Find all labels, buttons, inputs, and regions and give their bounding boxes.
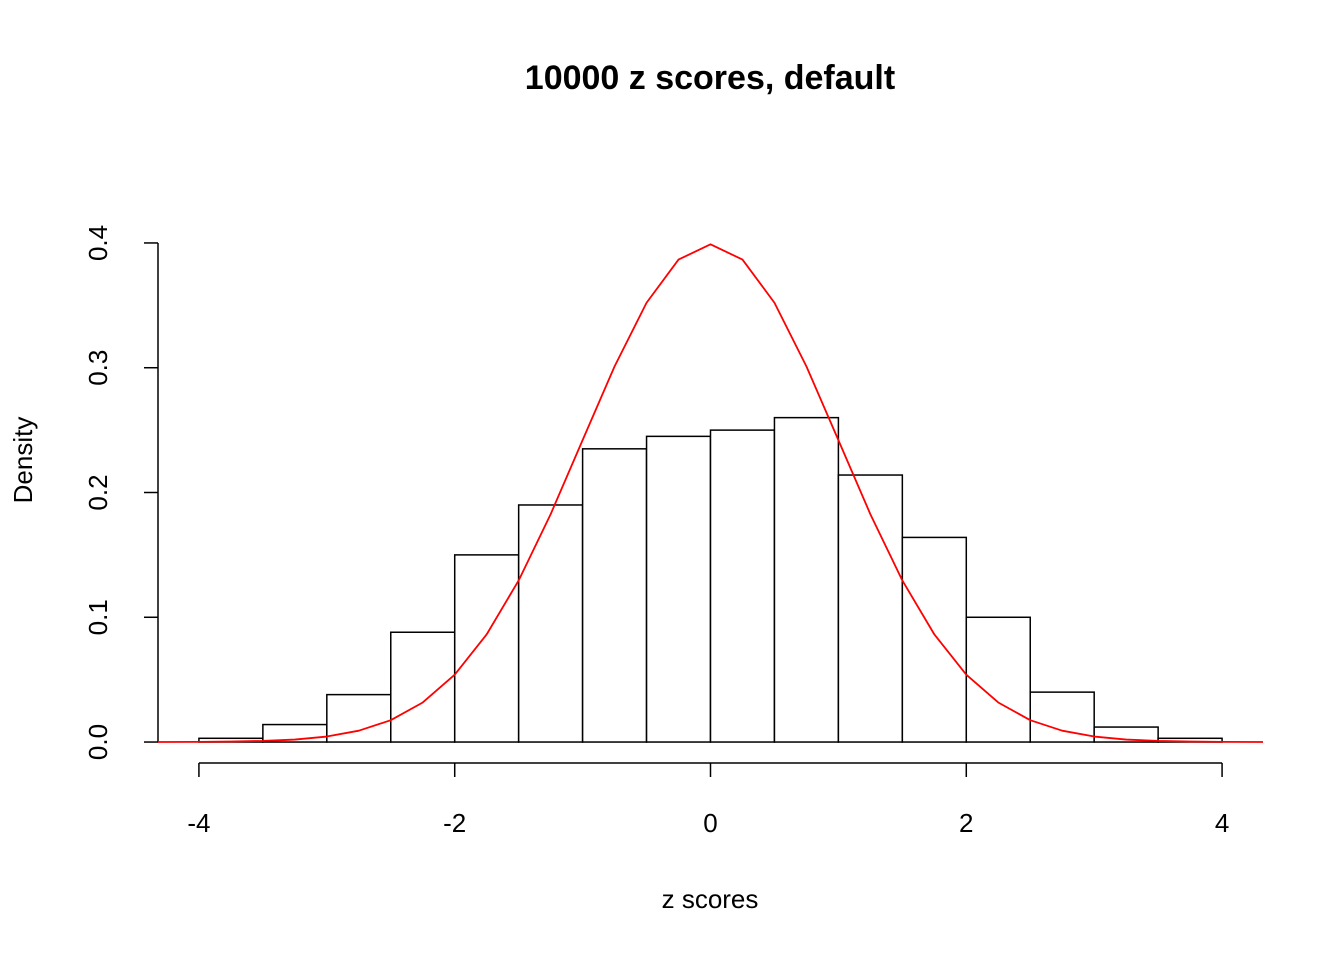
density-curve <box>157 243 1264 743</box>
bar <box>773 416 840 743</box>
bar <box>709 429 776 743</box>
y-tick-label: 0.0 <box>83 724 113 760</box>
x-tick-label: 4 <box>1215 808 1229 838</box>
x-tick-label: -2 <box>443 808 466 838</box>
bar <box>517 504 584 743</box>
y-tick-label: 0.1 <box>83 599 113 635</box>
bar <box>390 631 456 743</box>
x-tick-label: 0 <box>703 808 717 838</box>
x-tick-label: -4 <box>187 808 210 838</box>
bar <box>901 536 968 743</box>
y-tick-label: 0.3 <box>83 350 113 386</box>
chart-title: 10000 z scores, default <box>525 59 895 97</box>
y-tick-label: 0.2 <box>83 474 113 510</box>
x-tick-label: 2 <box>959 808 973 838</box>
y-tick-label: 0.4 <box>83 225 113 261</box>
bar <box>645 435 712 743</box>
y-axis-label: Density <box>8 417 38 504</box>
bar <box>453 554 520 743</box>
bar <box>965 616 1031 743</box>
x-axis-label: z scores <box>662 884 759 914</box>
bar <box>581 448 648 743</box>
